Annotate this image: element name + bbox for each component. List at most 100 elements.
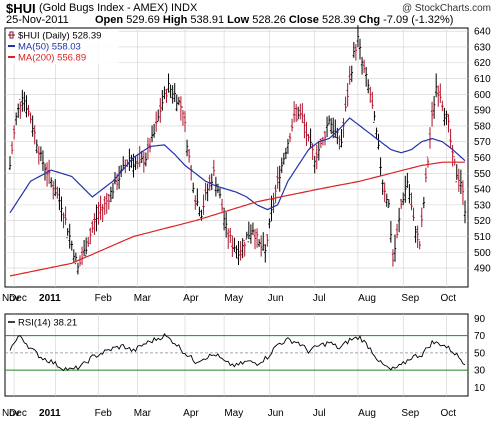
price-bar (414, 225, 417, 243)
price-bar (70, 240, 73, 251)
legend-entry-label: $HUI (Daily) 528.39 (18, 31, 101, 42)
quote-date: 25-Nov-2011 (6, 14, 69, 26)
price-bar (383, 182, 386, 203)
high-label: High (162, 14, 188, 26)
price-bar (233, 237, 236, 252)
price-bar (377, 133, 380, 150)
quote-summary: Open 529.69 High 538.91 Low 528.26 Close… (95, 14, 453, 26)
price-x-tick-label: Aug (358, 293, 376, 304)
price-bar (278, 165, 281, 192)
rsi-series (9, 333, 466, 372)
price-bar (185, 139, 189, 157)
price-y-tick-label: 640 (474, 27, 491, 38)
price-bar (173, 83, 176, 103)
rsi-y-tick-label: 50 (474, 348, 486, 359)
price-bar (165, 88, 168, 103)
price-bar (84, 237, 88, 257)
price-bar (167, 73, 170, 93)
price-bar (159, 97, 162, 123)
price-y-tick-label: 580 (474, 121, 491, 132)
price-bar (441, 100, 444, 112)
price-bar (381, 179, 384, 195)
price-bar (245, 231, 248, 240)
low-value: 528.26 (252, 14, 286, 26)
open-label: Open (95, 14, 124, 26)
price-bar (266, 234, 269, 247)
price-bar (216, 183, 220, 194)
price-bar (107, 193, 111, 210)
rsi-x-tick-label: Oct (441, 408, 457, 419)
price-bar (49, 177, 53, 188)
price-bar (27, 104, 30, 117)
price-y-tick-label: 570 (474, 137, 491, 148)
price-y-tick-label: 560 (474, 153, 491, 164)
rsi-x-tick-label: Jun (268, 408, 284, 419)
price-bar (128, 148, 131, 172)
price-bar (406, 172, 409, 188)
price-bar (134, 156, 137, 171)
price-bar (428, 127, 432, 149)
price-bar (404, 175, 407, 203)
price-bar (449, 128, 452, 148)
rsi-y-tick-label: 10 (474, 383, 486, 394)
price-bar (80, 246, 84, 265)
price-x-tick-label: Oct (441, 293, 457, 304)
price-bar (111, 182, 115, 199)
low-label: Low (227, 14, 250, 26)
price-bar (72, 249, 76, 263)
rsi-x-tick-label: Apr (183, 408, 199, 419)
rsi-y-axis: 10 30 50 70 90 (474, 314, 486, 394)
price-bar (74, 252, 78, 265)
price-x-tick-label: Dec (9, 293, 27, 304)
price-bar (323, 130, 327, 146)
price-bar (161, 89, 164, 111)
price-bar (171, 85, 174, 104)
legend-entry-label: MA(200) 556.89 (18, 53, 86, 64)
price-bar (437, 85, 440, 107)
price-bar (329, 118, 333, 134)
price-bar (206, 183, 209, 202)
price-bar (313, 155, 316, 174)
price-bar (45, 162, 49, 187)
price-bar (369, 86, 372, 103)
open-value: 529.69 (126, 14, 160, 26)
price-bar (447, 114, 450, 133)
price-bar (227, 228, 230, 249)
price-bar (239, 241, 242, 261)
price-bar (17, 103, 20, 118)
price-bar (183, 111, 187, 133)
price-bar (52, 181, 55, 200)
price-bar (29, 112, 32, 124)
chg-value: -7.09 (-1.32%) (383, 14, 454, 26)
price-bar (142, 151, 146, 173)
price-bar (138, 146, 141, 168)
price-x-tick-label: May (224, 293, 243, 304)
price-bar (177, 96, 181, 106)
price-bar (101, 204, 104, 222)
price-bar (175, 94, 178, 112)
price-bar (154, 111, 158, 132)
price-bar (424, 167, 428, 183)
price-bar (62, 212, 65, 229)
price-bar (348, 66, 351, 85)
price-bar (54, 179, 57, 197)
price-bar (274, 184, 277, 204)
price-bar (235, 245, 238, 259)
price-y-tick-label: 510 (474, 232, 491, 243)
price-bar (229, 227, 232, 244)
price-bar (299, 103, 302, 120)
price-bar (255, 228, 259, 248)
price-bar (364, 66, 368, 87)
price-bar (416, 225, 419, 248)
price-bar (87, 236, 90, 247)
price-bar (325, 116, 329, 138)
price-y-tick-label: 630 (474, 42, 491, 53)
price-y-tick-label: 620 (474, 58, 491, 69)
price-bar (455, 164, 458, 183)
price-bar (78, 255, 82, 267)
price-bar (354, 43, 358, 61)
price-bar (268, 218, 271, 229)
price-x-tick-label: 2011 (39, 293, 61, 304)
high-value: 538.91 (190, 14, 225, 26)
